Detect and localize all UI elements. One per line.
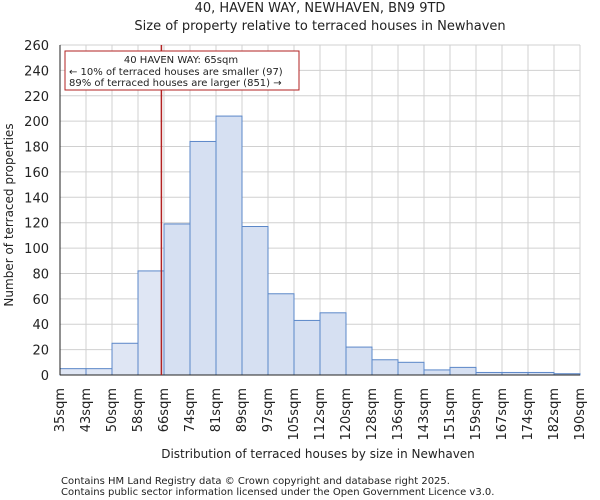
y-tick-label: 20 <box>32 344 49 359</box>
histogram-bar <box>397 361 425 376</box>
axes: 0 20 40 60 80 100 120 140 160 180 200 220 240 260 35sq… <box>24 39 588 441</box>
x-tick-label: 174sqm <box>521 388 536 441</box>
y-tick-label: 80 <box>32 267 49 282</box>
annotation-box <box>64 50 300 91</box>
x-tick-label: 112sqm <box>313 388 328 441</box>
y-tick-label: 0 <box>41 369 49 384</box>
annotation: 40 HAVEN WAY: 65sqm ← 10% of terraced ho… <box>64 50 300 91</box>
histogram-bar <box>371 359 399 376</box>
x-tick-label: 190sqm <box>573 388 588 441</box>
x-tick-label: 120sqm <box>339 388 354 441</box>
x-tick-label: 66sqm <box>157 388 172 432</box>
histogram-bar <box>319 312 347 376</box>
histogram-bar <box>163 223 191 376</box>
x-tick-label: 128sqm <box>365 388 380 441</box>
x-tick-label: 143sqm <box>417 388 432 441</box>
x-tick-label: 74sqm <box>183 388 198 432</box>
histogram-bar <box>215 115 243 376</box>
x-tick-label: 182sqm <box>547 388 562 441</box>
footer-line-1: Contains HM Land Registry data © Crown c… <box>61 476 450 487</box>
x-tick-label: 35sqm <box>53 388 68 432</box>
y-tick-label: 100 <box>24 242 49 257</box>
x-tick-label: 136sqm <box>391 388 406 441</box>
histogram-bar <box>85 368 113 376</box>
histogram-bar <box>111 342 139 376</box>
chart-subtitle: Size of property relative to terraced ho… <box>134 19 505 34</box>
x-tick-label: 167sqm <box>495 388 510 441</box>
histogram-bar <box>293 319 321 376</box>
y-tick-label: 240 <box>24 64 49 79</box>
bars <box>59 115 581 376</box>
y-tick-label: 180 <box>24 141 49 156</box>
y-tick-label: 260 <box>24 39 49 54</box>
annotation-line-1: 40 HAVEN WAY: 65sqm <box>124 55 238 66</box>
y-tick-label: 140 <box>24 191 49 206</box>
histogram-bar <box>241 226 269 376</box>
y-tick-label: 220 <box>24 90 49 105</box>
x-tick-label: 105sqm <box>287 388 302 441</box>
annotation-line-2: ← 10% of terraced houses are smaller (97… <box>69 67 283 78</box>
x-tick-label: 97sqm <box>261 388 276 432</box>
chart-title: 40, HAVEN WAY, NEWHAVEN, BN9 9TD <box>195 1 446 16</box>
x-tick-label: 81sqm <box>209 388 224 432</box>
x-tick-label: 58sqm <box>131 388 146 432</box>
x-tick-label: 43sqm <box>79 388 94 432</box>
y-tick-label: 160 <box>24 166 49 181</box>
histogram-bar <box>345 346 373 376</box>
x-tick-label: 151sqm <box>443 388 458 441</box>
histogram-bar <box>189 140 217 376</box>
y-tick-label: 40 <box>32 318 49 333</box>
histogram-bar <box>137 270 165 376</box>
footer-line-2: Contains public sector information licen… <box>61 487 494 498</box>
x-tick-label: 159sqm <box>469 388 484 441</box>
x-tick-label: 89sqm <box>235 388 250 432</box>
y-tick-label: 200 <box>24 115 49 130</box>
y-tick-label: 60 <box>32 293 49 308</box>
histogram-bar <box>267 293 295 376</box>
histogram-bar <box>59 368 87 376</box>
annotation-line-3: 89% of terraced houses are larger (851) … <box>69 78 282 89</box>
histogram-bar <box>423 369 451 376</box>
y-axis-label: Number of terraced properties <box>2 123 16 306</box>
x-axis-label: Distribution of terraced houses by size … <box>161 447 475 461</box>
histogram-bar <box>449 366 477 376</box>
y-tick-label: 120 <box>24 217 49 232</box>
x-tick-label: 50sqm <box>105 388 120 432</box>
